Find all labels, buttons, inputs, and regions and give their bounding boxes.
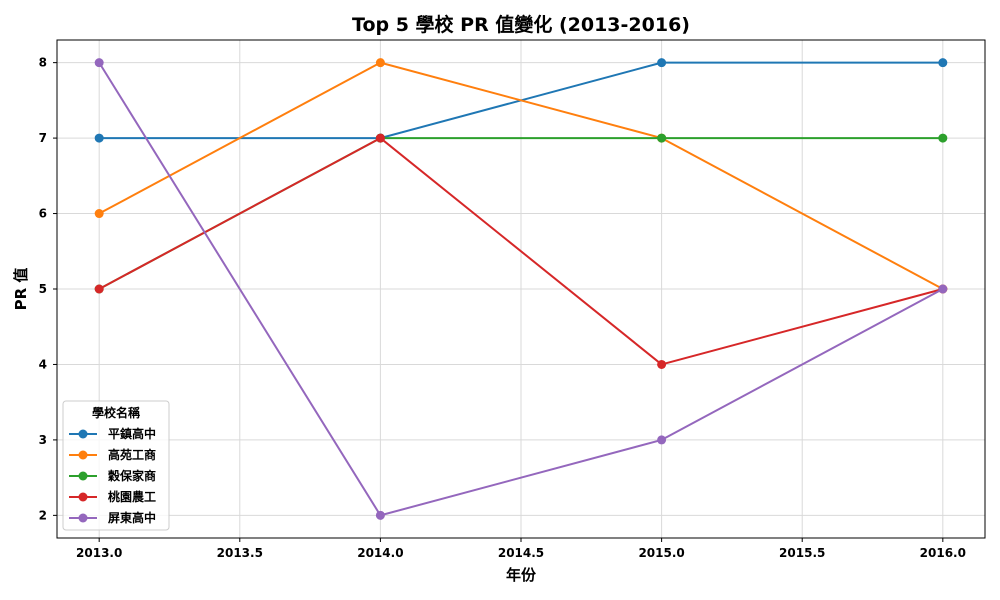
- data-point: [375, 58, 385, 68]
- series-line: [98, 62, 944, 517]
- legend-marker: [78, 450, 88, 460]
- series-layer: [94, 58, 948, 520]
- data-point: [94, 284, 104, 294]
- x-tick-label: 2013.5: [217, 546, 263, 560]
- data-point: [375, 510, 385, 520]
- legend-item: 屏東高中: [69, 510, 156, 525]
- x-axis-label: 年份: [506, 566, 537, 584]
- legend-label: 高苑工商: [108, 447, 156, 462]
- data-point: [657, 435, 667, 445]
- legend-label: 屏東高中: [107, 510, 156, 525]
- x-tick-label: 2016.0: [920, 546, 966, 560]
- legend-item: 桃園農工: [69, 489, 156, 504]
- x-tick-label: 2013.0: [76, 546, 122, 560]
- data-point: [938, 284, 948, 294]
- y-tick-label: 2: [39, 508, 47, 522]
- y-tick-label: 8: [39, 56, 47, 70]
- x-tick-label: 2014.5: [498, 546, 544, 560]
- series-5: [94, 58, 948, 520]
- x-tick-label: 2014.0: [357, 546, 403, 560]
- y-axis-label: PR 值: [12, 268, 30, 311]
- data-point: [94, 133, 104, 143]
- chart-title: Top 5 學校 PR 值變化 (2013-2016): [352, 13, 690, 36]
- legend-marker: [78, 471, 88, 481]
- series-line: [98, 137, 944, 366]
- legend-item: 穀保家商: [69, 468, 156, 483]
- series-line: [98, 61, 944, 290]
- legend-label: 穀保家商: [108, 468, 156, 483]
- x-tick-label: 2015.5: [779, 546, 825, 560]
- x-tick-label: 2015.0: [638, 546, 684, 560]
- data-point: [657, 359, 667, 369]
- data-point: [657, 58, 667, 68]
- legend-item: 高苑工商: [69, 447, 156, 462]
- legend-label: 平鎮高中: [108, 426, 156, 441]
- data-point: [94, 209, 104, 219]
- data-point: [938, 133, 948, 143]
- y-tick-label: 6: [39, 207, 47, 221]
- data-point: [657, 133, 667, 143]
- data-point: [375, 133, 385, 143]
- data-point: [94, 58, 104, 68]
- y-tick-label: 7: [39, 131, 47, 145]
- legend-label: 桃園農工: [108, 489, 156, 504]
- y-tick-label: 3: [39, 433, 47, 447]
- y-tick-label: 5: [39, 282, 47, 296]
- data-point: [938, 58, 948, 68]
- legend-marker: [78, 513, 88, 523]
- legend-marker: [78, 492, 88, 502]
- y-tick-label: 4: [39, 357, 47, 371]
- x-axis-ticks: 2013.0 2013.5 2014.0 2014.5 2015.0 2015.5 2016…: [76, 538, 966, 560]
- grid: [57, 40, 985, 538]
- legend-item: 平鎮高中: [69, 426, 156, 441]
- legend-title: 學校名稱: [92, 405, 140, 420]
- legend-marker: [78, 429, 88, 439]
- y-axis-ticks: 2 3 4 5 6 7 8: [39, 56, 57, 522]
